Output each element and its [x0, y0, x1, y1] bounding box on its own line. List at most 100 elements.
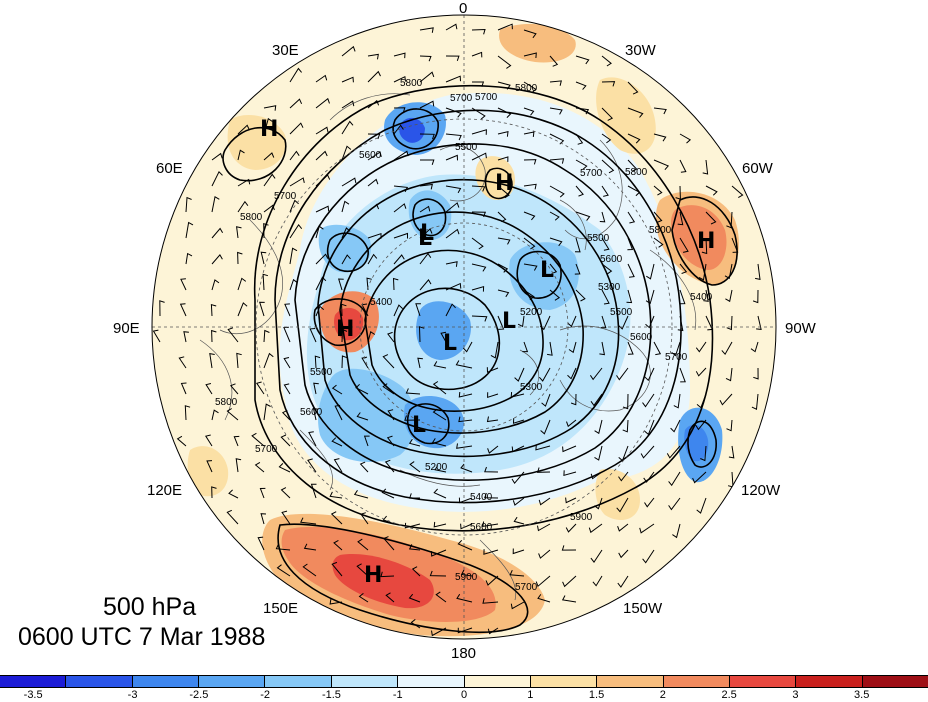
wind-barb [419, 205, 431, 213]
wind-barb [575, 55, 590, 65]
wind-barb [627, 133, 641, 144]
wind-barb [523, 29, 537, 39]
wind-barb [393, 107, 406, 113]
wind-barb [458, 416, 473, 423]
wind-barb [592, 575, 603, 587]
low-pressure-marker: L [502, 309, 516, 334]
wind-barb [314, 355, 321, 369]
wind-barb [460, 523, 473, 530]
wind-barb [289, 247, 298, 265]
wind-barb [645, 315, 655, 329]
wind-barb [575, 107, 590, 115]
wind-barb [627, 159, 638, 172]
wind-barb [211, 152, 223, 161]
wind-barb [497, 211, 507, 223]
wind-barb [537, 594, 551, 603]
wind-barb [523, 159, 537, 165]
wind-barb [575, 289, 586, 302]
wind-barb [728, 445, 735, 459]
contour-label: 5500 [455, 142, 478, 153]
wind-barb [549, 237, 563, 247]
wind-barb [600, 315, 607, 329]
wind-barb [393, 254, 405, 265]
wind-barb [627, 107, 644, 118]
wind-barb [653, 107, 667, 115]
wind-barb [315, 174, 331, 187]
wind-barb [185, 252, 193, 265]
contour-label: 5800 [515, 83, 538, 94]
wind-barb [341, 45, 356, 57]
wind-barb [472, 81, 485, 87]
wind-barb [211, 196, 220, 213]
wind-barb [568, 341, 577, 354]
colorbar-label: 2 [659, 689, 666, 701]
wind-barb [263, 352, 274, 369]
wind-barb [616, 367, 629, 381]
wind-barb [590, 393, 603, 407]
wind-barb [259, 301, 265, 317]
contour-label: 5800 [400, 78, 423, 89]
wind-barb [237, 124, 250, 135]
wind-barb [341, 145, 352, 161]
wind-barb [653, 159, 670, 171]
wind-barb [367, 331, 376, 343]
contour-label: 5400 [470, 492, 493, 503]
wind-barb [512, 548, 525, 555]
wind-barb [260, 513, 267, 525]
wind-barb [229, 383, 239, 395]
wind-barb [497, 81, 511, 90]
high-pressure-marker: H [336, 317, 354, 342]
wind-barb [289, 223, 303, 239]
wind-barb [300, 517, 317, 525]
wind-barb [385, 592, 395, 603]
wind-barb [601, 159, 615, 174]
wind-barb [511, 445, 525, 453]
colorbar-labels: -3.5 -3 -2.5 -2 -1.5 -1 0 1 1.5 2 2.5 3 3.5 [0, 689, 928, 702]
colorbar-segment [862, 676, 928, 687]
colorbar-segment [398, 676, 465, 687]
wind-barb [471, 286, 485, 292]
wind-barb [386, 435, 395, 447]
wind-barb [471, 315, 488, 322]
wind-barb [431, 627, 447, 637]
wind-barb [753, 367, 759, 380]
wind-barb [565, 523, 577, 533]
wind-barb [315, 74, 328, 83]
wind-barb [490, 341, 499, 359]
wind-barb [471, 263, 487, 272]
wind-barb [653, 185, 663, 196]
wind-barb [281, 510, 291, 525]
wind-barb [432, 408, 447, 421]
wind-barb [341, 227, 351, 239]
wind-barb [237, 277, 247, 291]
wind-barb [419, 228, 433, 239]
lon-label-90e: 90E [113, 320, 140, 337]
contour-label: 5900 [570, 512, 593, 523]
wind-barb [419, 183, 433, 190]
wind-barb [679, 289, 686, 305]
wind-barb [471, 211, 487, 218]
wind-barb [341, 328, 348, 343]
wind-barb [523, 107, 535, 116]
wind-barb [594, 445, 603, 461]
wind-barb [356, 412, 369, 421]
wind-barb [445, 261, 458, 267]
wind-barb [622, 393, 629, 410]
wind-barb [384, 459, 395, 473]
colorbar-segment [0, 676, 67, 687]
contour-label: 5500 [310, 367, 333, 378]
wind-barb [538, 367, 551, 382]
contour-label: 5400 [370, 297, 393, 308]
wind-barb [575, 159, 588, 170]
wind-barb [419, 71, 435, 83]
wind-barb [456, 593, 473, 603]
contour-label: 5600 [470, 522, 493, 533]
colorbar-segment [66, 676, 133, 687]
wind-barb [433, 361, 447, 369]
wind-barb [483, 549, 499, 555]
wind-barb [183, 331, 189, 343]
wind-barb [329, 491, 343, 499]
wind-barb [408, 493, 421, 499]
wind-barb [471, 237, 484, 250]
wind-barb [695, 419, 707, 431]
